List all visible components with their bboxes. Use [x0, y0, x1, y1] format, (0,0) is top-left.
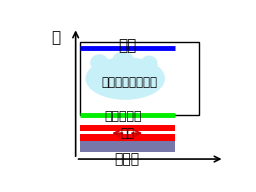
Ellipse shape	[141, 56, 157, 71]
Bar	[80, 141, 175, 152]
Ellipse shape	[91, 55, 108, 71]
Bar	[80, 134, 175, 141]
Text: 磁石: 磁石	[120, 127, 134, 140]
Text: 軸: 軸	[51, 30, 60, 46]
Ellipse shape	[86, 58, 164, 99]
Ellipse shape	[113, 52, 133, 69]
Text: プラズマ解析領域: プラズマ解析領域	[101, 76, 157, 89]
Bar	[80, 125, 175, 131]
Text: ターゲット: ターゲット	[104, 110, 142, 123]
Bar	[80, 131, 175, 134]
Text: ヨーク: ヨーク	[115, 152, 140, 166]
Bar	[80, 42, 199, 115]
Text: 基盤: 基盤	[118, 38, 136, 53]
